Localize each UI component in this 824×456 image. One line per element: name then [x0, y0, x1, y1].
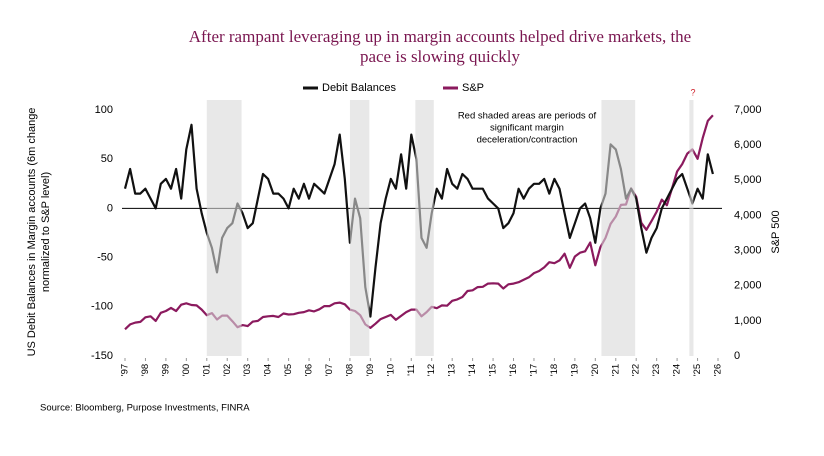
x-tick-label: '97 — [120, 364, 131, 376]
y2-axis-label: S&P 500 — [770, 210, 782, 253]
y2-tick-label: 2,000 — [734, 280, 762, 292]
x-tick-label: '14 — [467, 364, 478, 376]
shaded-region — [689, 100, 694, 356]
x-tick-label: '21 — [610, 364, 621, 376]
x-tick-label: '20 — [590, 364, 601, 376]
annotation: significant margin — [490, 123, 564, 134]
y2-tick-label: 4,000 — [734, 209, 762, 221]
shaded-region — [206, 100, 242, 356]
x-tick-label: '23 — [651, 364, 662, 376]
y2-tick-label: 1,000 — [734, 315, 762, 327]
x-tick-label: '24 — [672, 364, 683, 376]
y-tick-label: 100 — [95, 104, 113, 116]
question-mark: ? — [690, 87, 695, 97]
y2-tick-label: 0 — [734, 350, 740, 362]
y2-tick-label: 3,000 — [734, 244, 762, 256]
x-tick-label: '13 — [447, 364, 458, 376]
annotation: deceleration/contraction — [477, 135, 578, 146]
legend-label: Debit Balances — [322, 82, 396, 94]
x-tick-label: '25 — [692, 364, 703, 376]
chart-title: After rampant leveraging up in margin ac… — [189, 27, 691, 46]
x-tick-label: '26 — [713, 364, 724, 376]
x-tick-label: '98 — [140, 364, 151, 376]
x-tick-label: '99 — [160, 364, 171, 376]
y-tick-label: -50 — [97, 252, 113, 264]
x-tick-label: '22 — [631, 364, 642, 376]
x-tick-label: '03 — [242, 364, 253, 376]
y-tick-label: -100 — [91, 301, 113, 313]
shaded-region — [349, 100, 370, 356]
x-tick-label: '04 — [263, 364, 274, 376]
shaded-region — [601, 100, 636, 356]
x-tick-label: '06 — [304, 364, 315, 376]
y-axis-label: US Debit Balances in Margin accounts (6m… — [26, 108, 38, 357]
x-tick-label: '09 — [365, 364, 376, 376]
x-tick-label: '00 — [181, 364, 192, 376]
annotation: Red shaded areas are periods of — [458, 111, 597, 122]
y-tick-label: 50 — [101, 153, 113, 165]
y-tick-label: -150 — [91, 350, 113, 362]
x-tick-label: '08 — [344, 364, 355, 376]
x-tick-label: '19 — [569, 364, 580, 376]
x-tick-label: '05 — [283, 364, 294, 376]
x-tick-label: '12 — [426, 364, 437, 376]
x-tick-label: '01 — [201, 364, 212, 376]
y2-tick-label: 7,000 — [734, 104, 762, 116]
y-tick-label: 0 — [107, 202, 113, 214]
y2-tick-label: 6,000 — [734, 139, 762, 151]
x-tick-label: '15 — [488, 364, 499, 376]
shaded-region — [415, 100, 434, 356]
y-axis-label: normalized to S&P level) — [40, 172, 52, 292]
x-tick-label: '18 — [549, 364, 560, 376]
source-note: Source: Bloomberg, Purpose Investments, … — [40, 403, 250, 414]
legend-label: S&P — [462, 82, 484, 94]
x-tick-label: '02 — [222, 364, 233, 376]
x-tick-label: '07 — [324, 364, 335, 376]
x-tick-label: '11 — [406, 364, 417, 376]
x-tick-label: '16 — [508, 364, 519, 376]
x-tick-label: '17 — [528, 364, 539, 376]
x-tick-label: '10 — [385, 364, 396, 376]
chart-title: pace is slowing quickly — [360, 47, 521, 66]
y2-tick-label: 5,000 — [734, 174, 762, 186]
